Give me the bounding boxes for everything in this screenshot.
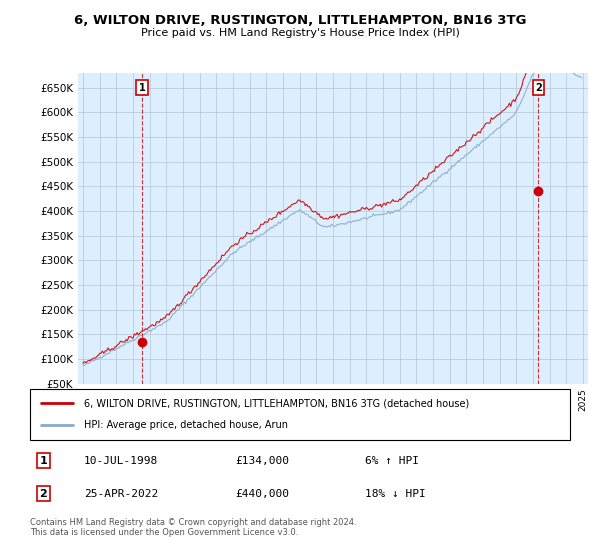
Text: 6% ↑ HPI: 6% ↑ HPI bbox=[365, 456, 419, 466]
Text: 1: 1 bbox=[40, 456, 47, 466]
Text: 2: 2 bbox=[535, 83, 542, 93]
Text: 25-APR-2022: 25-APR-2022 bbox=[84, 489, 158, 499]
Text: £134,000: £134,000 bbox=[235, 456, 289, 466]
Text: 1: 1 bbox=[139, 83, 145, 93]
Text: 18% ↓ HPI: 18% ↓ HPI bbox=[365, 489, 425, 499]
Text: 6, WILTON DRIVE, RUSTINGTON, LITTLEHAMPTON, BN16 3TG: 6, WILTON DRIVE, RUSTINGTON, LITTLEHAMPT… bbox=[74, 14, 526, 27]
Text: HPI: Average price, detached house, Arun: HPI: Average price, detached house, Arun bbox=[84, 421, 288, 431]
Text: 2: 2 bbox=[40, 489, 47, 499]
FancyBboxPatch shape bbox=[30, 389, 570, 440]
Text: Price paid vs. HM Land Registry's House Price Index (HPI): Price paid vs. HM Land Registry's House … bbox=[140, 28, 460, 38]
Text: £440,000: £440,000 bbox=[235, 489, 289, 499]
Text: 6, WILTON DRIVE, RUSTINGTON, LITTLEHAMPTON, BN16 3TG (detached house): 6, WILTON DRIVE, RUSTINGTON, LITTLEHAMPT… bbox=[84, 398, 469, 408]
Text: 10-JUL-1998: 10-JUL-1998 bbox=[84, 456, 158, 466]
Text: Contains HM Land Registry data © Crown copyright and database right 2024.
This d: Contains HM Land Registry data © Crown c… bbox=[30, 518, 356, 538]
